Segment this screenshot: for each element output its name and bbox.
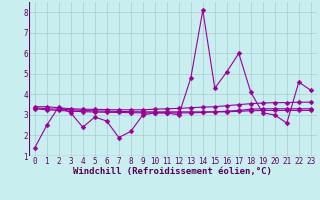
X-axis label: Windchill (Refroidissement éolien,°C): Windchill (Refroidissement éolien,°C) [73,167,272,176]
